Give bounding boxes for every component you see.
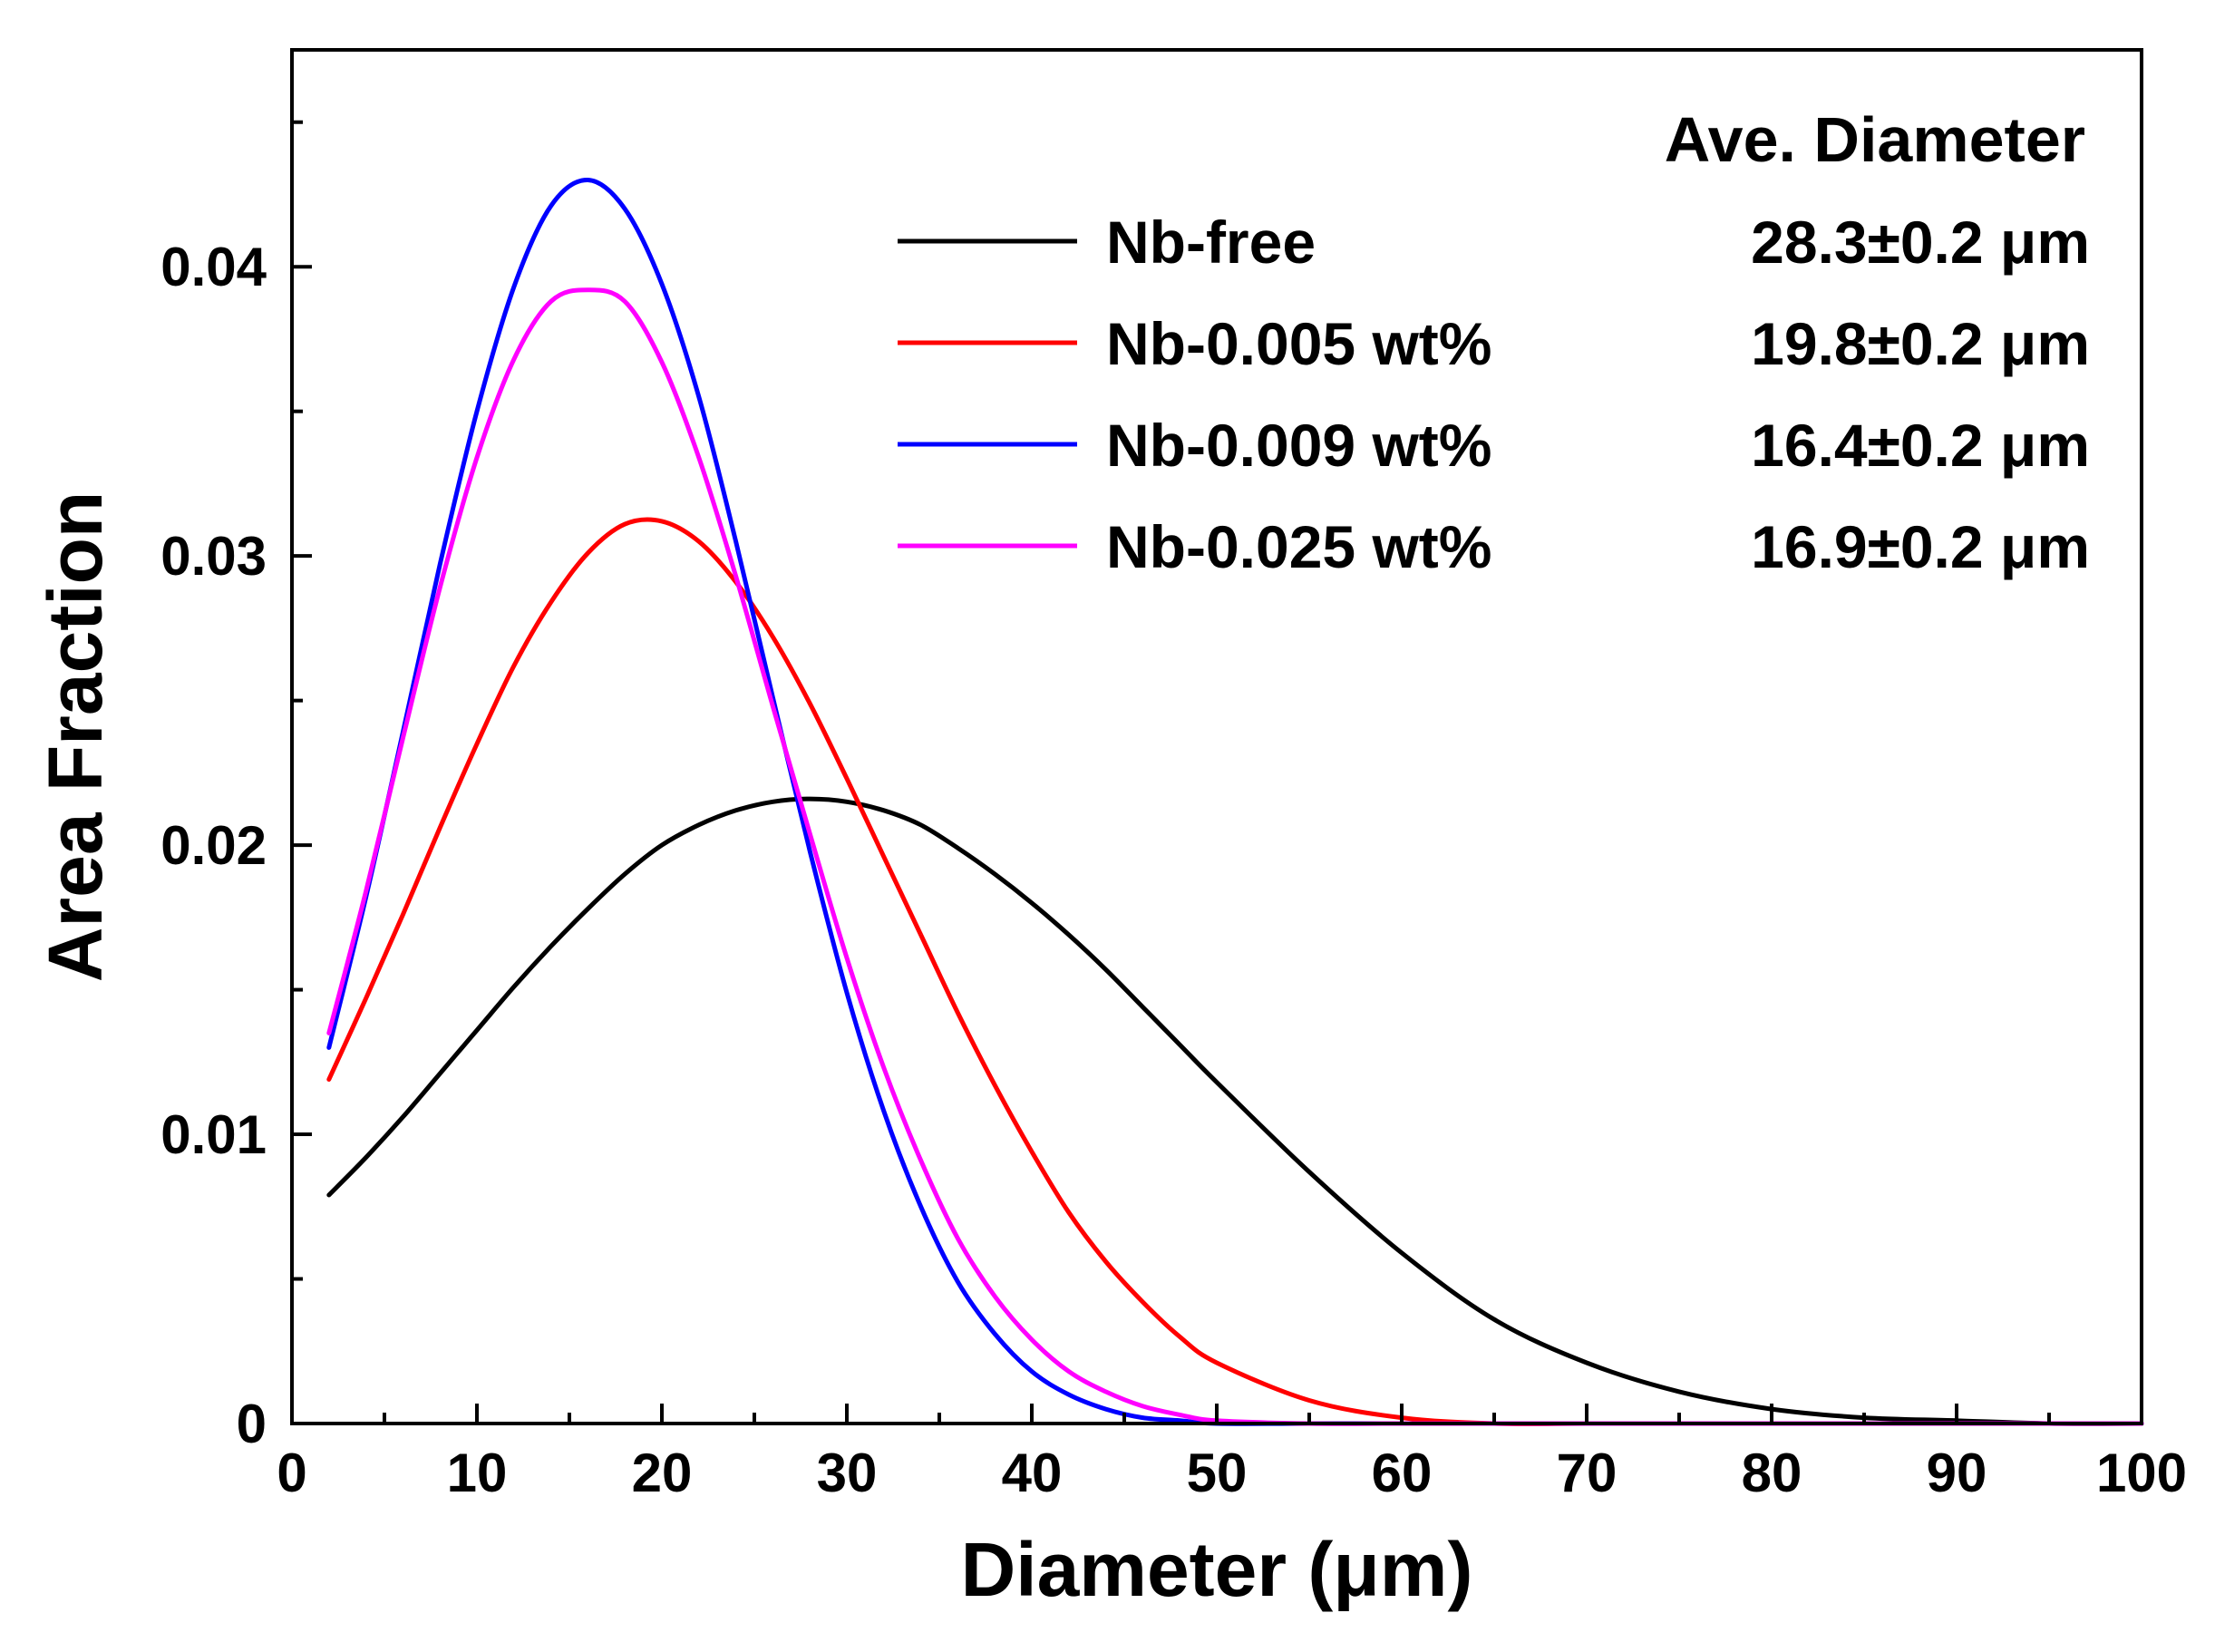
legend-value-0: 28.3±0.2 μm xyxy=(1751,209,2090,276)
x-tick-label: 40 xyxy=(1002,1443,1063,1503)
y-tick-label: 0.04 xyxy=(160,237,267,297)
legend-label-0: Nb-free xyxy=(1106,209,1316,276)
y-axis-title: Area Fraction xyxy=(33,491,118,983)
x-tick-label: 50 xyxy=(1187,1443,1248,1503)
y-tick-label: 0 xyxy=(237,1394,267,1454)
x-tick-label: 10 xyxy=(447,1443,508,1503)
x-tick-label: 0 xyxy=(277,1443,306,1503)
y-tick-label: 0.03 xyxy=(160,526,267,587)
x-tick-label: 30 xyxy=(817,1443,878,1503)
legend-value-2: 16.4±0.2 μm xyxy=(1751,412,2090,479)
legend-header: Ave. Diameter xyxy=(1665,104,2085,175)
legend-label-1: Nb-0.005 wt% xyxy=(1106,310,1491,377)
series-line-1 xyxy=(326,517,2144,1426)
legend-label-3: Nb-0.025 wt% xyxy=(1106,513,1491,580)
y-tick-label: 0.01 xyxy=(160,1104,267,1165)
x-tick-label: 60 xyxy=(1372,1443,1433,1503)
y-tick-label: 0.02 xyxy=(160,815,267,876)
legend-value-3: 16.9±0.2 μm xyxy=(1751,513,2090,580)
tick-layer: 0 10 20 30 40 50 60 70 80 90 100 0 0.01 0.02 0.03 0.04 xyxy=(160,120,2187,1503)
x-tick-label: 100 xyxy=(2096,1443,2187,1503)
x-tick-label: 90 xyxy=(1927,1443,1987,1503)
legend: Ave. Diameter Nb-free 28.3±0.2 μm Nb-0.005… xyxy=(898,104,2090,580)
series-line-0 xyxy=(326,796,2144,1426)
legend-value-1: 19.8±0.2 μm xyxy=(1751,310,2090,377)
x-tick-label: 80 xyxy=(1742,1443,1802,1503)
legend-label-2: Nb-0.009 wt% xyxy=(1106,412,1491,479)
x-axis-title: Diameter (μm) xyxy=(961,1527,1473,1612)
x-tick-label: 20 xyxy=(632,1443,693,1503)
x-tick-label: 70 xyxy=(1557,1443,1618,1503)
